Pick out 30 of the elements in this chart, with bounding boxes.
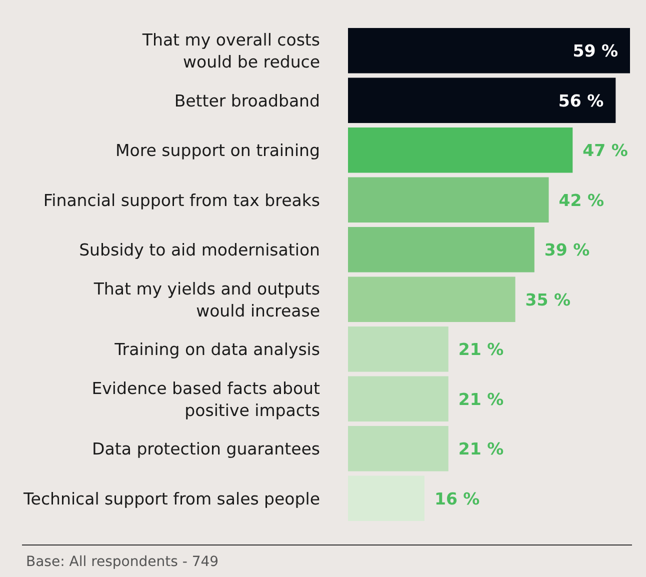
data-label: 39 % <box>544 240 590 260</box>
y-tick-label: Technical support from sales people <box>22 489 320 508</box>
y-tick-label: That my yields and outputs would increase <box>92 279 320 320</box>
data-label: 59 % <box>572 42 618 61</box>
bar <box>348 326 448 372</box>
data-label: 21 % <box>458 440 504 459</box>
bar <box>348 28 630 74</box>
bar <box>348 376 448 422</box>
data-label: 47 % <box>582 141 628 160</box>
y-tick-label: Evidence based facts about positive impacts <box>92 378 321 420</box>
bar <box>348 276 516 322</box>
y-tick-label: Training on data analysis <box>114 340 320 360</box>
y-tick-label: That my overall costs would be reduce <box>141 30 320 72</box>
data-label: 56 % <box>558 91 604 110</box>
bar <box>348 426 448 472</box>
y-tick-label: Financial support from tax breaks <box>43 190 320 210</box>
text: Base: All respondents - 749 <box>26 554 219 570</box>
data-label: 16 % <box>434 489 480 508</box>
bar <box>348 78 616 124</box>
bar <box>348 127 573 173</box>
data-label: 21 % <box>458 340 504 360</box>
data-label: 42 % <box>558 190 604 210</box>
y-tick-label: Subsidy to aid modernisation <box>79 240 320 260</box>
y-tick-label: Better broadband <box>174 91 320 110</box>
bar <box>348 226 534 272</box>
data-label: 35 % <box>525 290 571 310</box>
y-tick-label: More support on training <box>116 141 320 160</box>
y-tick-label: Data protection guarantees <box>92 440 320 459</box>
data-label: 21 % <box>458 390 504 409</box>
bar <box>348 177 549 223</box>
